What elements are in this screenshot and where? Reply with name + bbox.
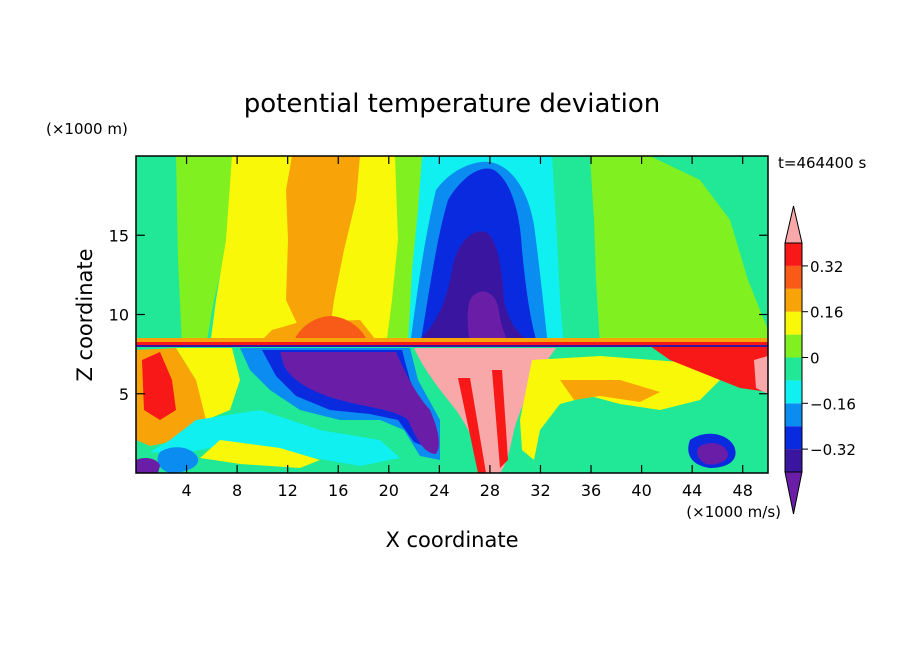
x-tick-label: 24 <box>429 481 449 500</box>
x-tick-label: 40 <box>631 481 651 500</box>
lower-pink-east-edge <box>754 356 768 394</box>
lower-yellow-west <box>176 348 240 420</box>
x-tick-label: 4 <box>181 481 191 500</box>
colorbar-bottom-cap <box>784 471 803 515</box>
x-unit-label: (×1000 m/s) <box>686 503 781 521</box>
time-label: t=464400 s <box>778 154 866 172</box>
colorbar-tick-label: −0.16 <box>810 395 856 413</box>
x-tick-label: 36 <box>581 481 601 500</box>
x-tick-label: 48 <box>733 481 753 500</box>
colorbar-tick-label: −0.32 <box>810 441 856 459</box>
x-tick-label: 28 <box>480 481 500 500</box>
lower-purple-east <box>697 443 728 465</box>
inversion-stripe-3 <box>136 345 768 347</box>
x-tick-label: 44 <box>682 481 702 500</box>
colorbar-segment <box>785 380 802 404</box>
x-tick-label: 8 <box>232 481 242 500</box>
colorbar-segment <box>785 403 802 427</box>
lower-lightblue-west <box>157 447 199 473</box>
colorbar-segment <box>785 288 802 312</box>
y-axis: 5 10 15 <box>109 226 768 404</box>
colorbar-tick-label: 0.16 <box>810 304 843 322</box>
colorbar-segment <box>785 449 802 472</box>
contour-field <box>136 156 768 473</box>
inversion-stripe-1 <box>136 338 768 342</box>
x-axis-label: X coordinate <box>385 528 518 552</box>
x-tick-label: 20 <box>379 481 399 500</box>
x-axis: 4 8 12 16 20 24 28 32 36 40 44 48 <box>181 156 753 500</box>
upper-navy-core <box>414 231 536 346</box>
lower-orange-swirl-east <box>560 380 660 402</box>
lower-red-stripe-1 <box>458 378 486 473</box>
x-tick-label: 12 <box>278 481 298 500</box>
colorbar: 0.32 0.16 0 −0.16 −0.32 <box>784 205 856 515</box>
lower-pink-plume <box>414 348 556 473</box>
colorbar-segment <box>785 243 802 266</box>
x-tick-label: 16 <box>328 481 348 500</box>
upper-green-east <box>590 156 768 346</box>
colorbar-segment <box>785 265 802 289</box>
colorbar-segment <box>785 426 802 450</box>
colorbar-segment <box>785 334 802 358</box>
chart-title: potential temperature deviation <box>244 89 660 119</box>
y-tick-label: 10 <box>109 306 129 325</box>
colorbar-segment <box>785 311 802 335</box>
lower-red-west <box>142 352 176 420</box>
inversion-stripe-2 <box>136 342 768 345</box>
upper-orange-plume <box>286 156 360 330</box>
lower-purple-blob <box>280 352 439 454</box>
y-axis-label: Z coordinate <box>73 248 97 381</box>
lower-purple-corner <box>136 458 160 473</box>
colorbar-tick-label: 0 <box>810 350 820 368</box>
colorbar-segment <box>785 357 802 381</box>
lower-cyan-belt <box>150 410 400 466</box>
colorbar-tick-label: 0.32 <box>810 258 843 276</box>
colorbar-top-cap <box>784 205 803 244</box>
x-tick-label: 32 <box>530 481 550 500</box>
y-tick-label: 15 <box>109 226 129 245</box>
y-unit-label: (×1000 m) <box>46 120 128 138</box>
y-tick-label: 5 <box>119 385 129 404</box>
lower-yellow-band <box>200 440 320 468</box>
upper-purple-core <box>467 291 510 346</box>
lower-red-stripe-2 <box>492 370 508 468</box>
lower-red-east-fringe <box>650 346 768 392</box>
